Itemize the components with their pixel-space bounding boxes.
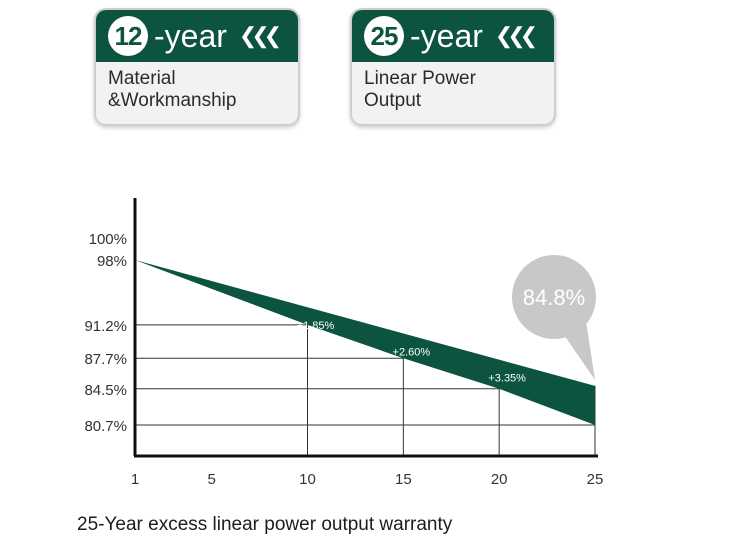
y-tick-label: 91.2% bbox=[84, 318, 127, 335]
badge-unit: -year bbox=[410, 17, 483, 54]
y-tick-label: 100% bbox=[89, 231, 127, 248]
y-tick-label: 84.5% bbox=[84, 382, 127, 399]
band-annotation: +2.60% bbox=[393, 346, 431, 358]
badge-header: 25 -year ❮❮❮ bbox=[352, 10, 554, 62]
x-tick-label: 10 bbox=[299, 471, 316, 488]
double-arrow-left-icon: ❮❮❮ bbox=[238, 23, 282, 48]
x-tick-label: 25 bbox=[587, 471, 604, 488]
badge-text: Linear Power Output bbox=[352, 62, 554, 112]
band-annotation: +3.35% bbox=[488, 373, 526, 385]
callout-value: 84.8% bbox=[523, 285, 585, 310]
chart-caption: 25-Year excess linear power output warra… bbox=[77, 514, 453, 535]
badge-material-warranty: 12 -year ❮❮❮ Material &Workmanship bbox=[94, 8, 300, 126]
y-tick-label: 80.7% bbox=[84, 418, 127, 435]
band-annotation: +1.85% bbox=[297, 320, 335, 332]
y-tick-label: 87.7% bbox=[84, 351, 127, 368]
badge-number: 12 bbox=[108, 16, 148, 56]
double-arrow-left-icon: ❮❮❮ bbox=[494, 23, 538, 48]
badge-power-warranty: 25 -year ❮❮❮ Linear Power Output bbox=[350, 8, 556, 126]
y-tick-label: 98% bbox=[97, 253, 127, 270]
badge-number: 25 bbox=[364, 16, 404, 56]
callout-tail bbox=[564, 321, 595, 380]
badge-header: 12 -year ❮❮❮ bbox=[96, 10, 298, 62]
callout-bubble bbox=[512, 255, 596, 339]
badge-line-1: Material bbox=[108, 68, 176, 89]
x-tick-label: 15 bbox=[395, 471, 412, 488]
badge-line-2: Output bbox=[364, 90, 422, 111]
badge-unit: -year bbox=[154, 17, 227, 54]
x-tick-label: 5 bbox=[207, 471, 215, 488]
badge-text: Material &Workmanship bbox=[96, 62, 298, 112]
badge-line-1: Linear Power bbox=[364, 68, 476, 89]
x-tick-label: 20 bbox=[491, 471, 508, 488]
x-tick-label: 1 bbox=[131, 471, 139, 488]
excess-power-band bbox=[135, 260, 595, 425]
badge-line-2: &Workmanship bbox=[108, 90, 237, 111]
